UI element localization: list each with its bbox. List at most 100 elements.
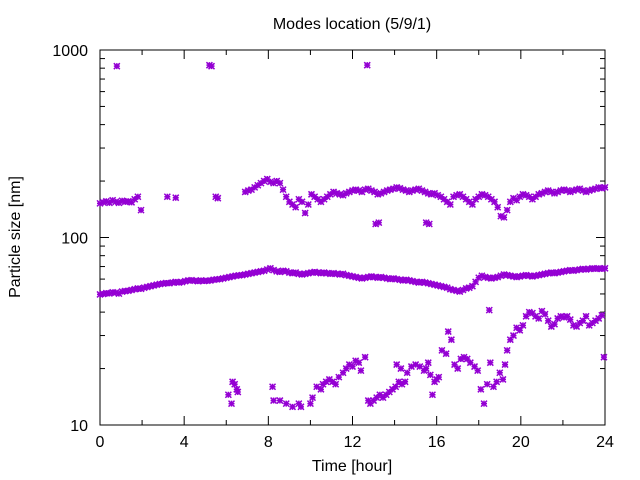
- data-point: [214, 194, 222, 202]
- data-point: [159, 280, 167, 288]
- data-point: [408, 277, 416, 285]
- data-point: [513, 196, 521, 204]
- data-point: [172, 278, 180, 286]
- data-point: [519, 190, 527, 198]
- data-point: [499, 375, 507, 383]
- data-point: [576, 185, 584, 193]
- data-point: [361, 353, 369, 361]
- data-point: [247, 269, 256, 277]
- data-point: [241, 270, 249, 279]
- data-point: [428, 391, 436, 399]
- data-point: [169, 279, 177, 287]
- data-point: [335, 373, 343, 381]
- data-point: [541, 310, 549, 318]
- data-point: [197, 276, 205, 284]
- data-point: [459, 286, 467, 294]
- data-point: [254, 268, 262, 276]
- data-point: [206, 276, 214, 284]
- data-point: [279, 267, 287, 275]
- data-point: [522, 271, 530, 279]
- data-point: [460, 353, 468, 361]
- data-point: [298, 198, 306, 206]
- data-point: [140, 284, 148, 292]
- data-point: [282, 400, 290, 408]
- data-point: [392, 383, 400, 391]
- data-point: [592, 185, 600, 193]
- data-point: [415, 185, 423, 193]
- data-point: [535, 271, 543, 279]
- data-point: [550, 320, 559, 328]
- data-point: [566, 188, 574, 196]
- data-point: [352, 186, 360, 194]
- data-point: [366, 400, 374, 408]
- data-point: [216, 275, 224, 283]
- data-point: [440, 283, 448, 291]
- data-point: [342, 189, 350, 197]
- data-point: [525, 308, 533, 316]
- data-point: [99, 290, 107, 298]
- data-point: [485, 306, 493, 314]
- data-point: [444, 328, 452, 336]
- x-tick-label: 8: [264, 434, 273, 451]
- data-point: [339, 270, 347, 278]
- data-point: [383, 274, 391, 282]
- data-point: [207, 62, 216, 70]
- data-point: [424, 189, 432, 197]
- data-point: [412, 186, 420, 194]
- data-point: [547, 188, 555, 196]
- data-point: [383, 187, 391, 195]
- data-point: [541, 270, 549, 278]
- data-point: [172, 194, 180, 202]
- data-point: [323, 269, 331, 277]
- data-point: [229, 272, 237, 280]
- data-point: [146, 282, 155, 290]
- y-tick-label: 1000: [52, 43, 88, 60]
- data-point: [301, 209, 309, 217]
- data-point: [544, 187, 552, 195]
- axis-ticks: 0 4 8 12 16 20 24 10 100 1000: [52, 43, 614, 451]
- data-point: [503, 271, 511, 279]
- data-point: [390, 185, 398, 193]
- data-point: [401, 378, 409, 386]
- data-point: [501, 361, 509, 369]
- data-point: [143, 283, 151, 291]
- data-point: [194, 277, 202, 285]
- data-point: [497, 212, 505, 220]
- data-point: [407, 363, 415, 371]
- data-point: [453, 287, 461, 295]
- data-point: [451, 361, 459, 369]
- data-point: [573, 266, 581, 274]
- data-point: [304, 269, 312, 277]
- data-point: [357, 367, 365, 375]
- data-point: [307, 269, 315, 277]
- data-point: [477, 385, 485, 393]
- data-point: [563, 267, 571, 275]
- data-point: [500, 213, 508, 221]
- chart-title: Modes location (5/9/1): [273, 16, 431, 33]
- data-point: [393, 361, 401, 369]
- data-point: [205, 61, 213, 69]
- data-point: [282, 267, 290, 275]
- data-point: [128, 198, 136, 206]
- x-axis-label: Time [hour]: [312, 458, 392, 475]
- data-point: [582, 265, 590, 274]
- data-point: [456, 288, 464, 296]
- data-point: [372, 220, 380, 228]
- data-point: [550, 189, 559, 197]
- data-point: [557, 312, 565, 320]
- data-point: [600, 353, 608, 361]
- data-point: [466, 359, 474, 367]
- data-point: [367, 272, 375, 280]
- data-point: [137, 285, 145, 293]
- data-point: [421, 279, 429, 287]
- data-point: [424, 279, 432, 287]
- data-point: [528, 309, 536, 317]
- data-point: [481, 273, 489, 281]
- data-point: [311, 268, 319, 276]
- data-point: [380, 274, 388, 282]
- data-point: [333, 189, 341, 197]
- data-point: [408, 187, 416, 195]
- data-point: [449, 286, 458, 294]
- data-point: [418, 278, 426, 286]
- data-point: [438, 346, 446, 354]
